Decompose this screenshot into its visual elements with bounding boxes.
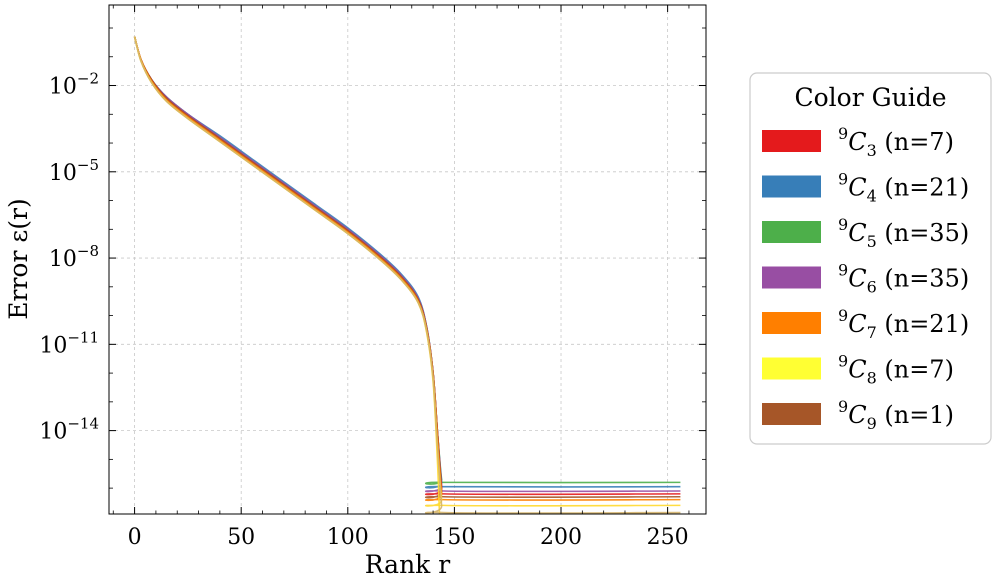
y-tick-label: 10−5 [49, 156, 99, 186]
legend-label: 9C7 (n=21) [838, 306, 969, 342]
grid-layer [109, 5, 706, 514]
legend: Color Guide 9C3 (n=7) 9C4 (n=21) 9C5 (n=35… [749, 72, 992, 445]
y-tick-label: 10−8 [49, 242, 99, 272]
y-tick-label: 10−11 [39, 328, 99, 358]
series-line-3 [133, 36, 681, 493]
legend-items: 9C3 (n=7) 9C4 (n=21) 9C5 (n=35) 9C6 (n=35) 9… [762, 124, 969, 433]
series-line-9 [133, 36, 681, 514]
legend-label: 9C8 (n=7) [838, 352, 954, 388]
series-line-4 [133, 36, 681, 496]
legend-swatch [762, 403, 821, 425]
legend-label: 9C3 (n=7) [838, 124, 954, 160]
y-tick-label: 10−14 [39, 415, 99, 445]
legend-label: 9C4 (n=21) [838, 170, 969, 206]
legend-swatch [762, 130, 821, 152]
legend-swatch [762, 357, 821, 380]
series-line-6 [133, 36, 681, 502]
legend-label: 9C9 (n=1) [838, 397, 954, 433]
x-tick-label: 150 [433, 525, 475, 550]
series-layer [133, 36, 681, 514]
plot-frame [108, 4, 707, 515]
series-line-1 [133, 36, 681, 485]
legend-swatch [762, 312, 821, 334]
x-tick-label: 0 [128, 525, 142, 550]
x-tick-label: 50 [227, 525, 255, 550]
legend-swatch [762, 266, 821, 289]
legend-swatch [762, 175, 821, 198]
tick-layer: 0 50 100 150 200 250 10−2 10−5 10−8 10−11 10−14 [39, 5, 706, 550]
x-tick-label: 100 [327, 525, 369, 550]
y-axis-label: Error ε(r) [4, 198, 33, 320]
x-axis-label: Rank r [365, 550, 450, 579]
series-line-7 [133, 36, 681, 507]
x-tick-label: 200 [540, 525, 582, 550]
series-line-5 [133, 36, 681, 499]
legend-swatch [762, 221, 821, 243]
legend-label: 9C5 (n=35) [838, 215, 969, 251]
legend-title: Color Guide [795, 83, 947, 112]
y-tick-label: 10−2 [49, 70, 99, 100]
series-line-2 [133, 36, 681, 489]
legend-label: 9C6 (n=35) [838, 261, 969, 297]
legend-frame [749, 72, 992, 445]
x-tick-label: 250 [647, 525, 689, 550]
